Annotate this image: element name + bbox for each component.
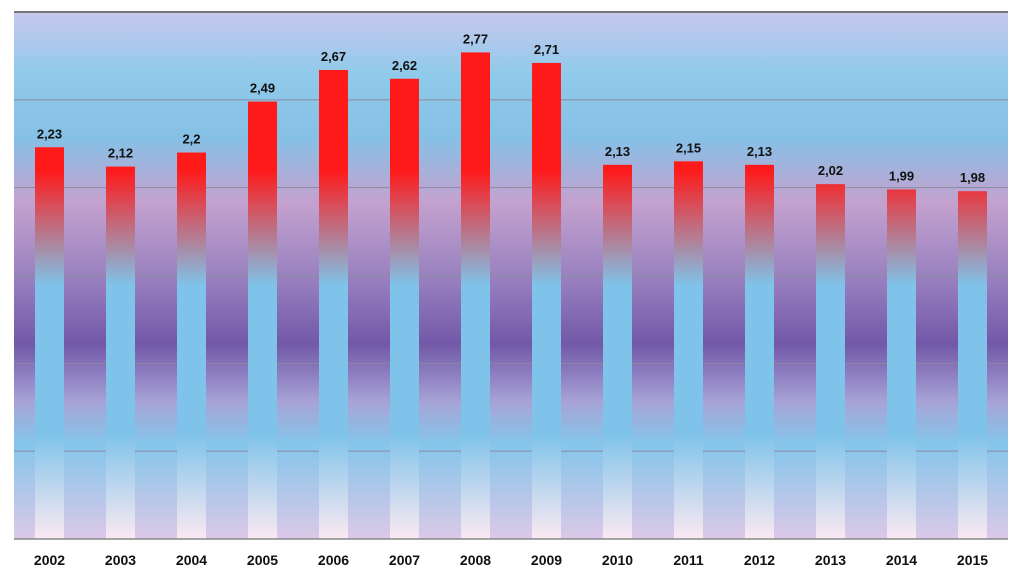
- bar-2004: [177, 152, 206, 540]
- x-tick-label-2002: 2002: [34, 552, 65, 568]
- value-label-2005: 2,49: [250, 81, 275, 96]
- x-tick-label-2014: 2014: [886, 552, 917, 568]
- x-tick-label-2008: 2008: [460, 552, 491, 568]
- value-label-2012: 2,13: [747, 144, 772, 159]
- value-label-2006: 2,67: [321, 49, 346, 64]
- x-tick-label-2005: 2005: [247, 552, 278, 568]
- value-label-2002: 2,23: [37, 126, 62, 141]
- value-label-2015: 1,98: [960, 170, 985, 185]
- value-label-2004: 2,2: [182, 132, 200, 147]
- bar-2010: [603, 164, 632, 539]
- bar-2008: [461, 52, 490, 540]
- value-label-2008: 2,77: [463, 31, 488, 46]
- bar-2011: [674, 161, 703, 540]
- x-tick-label-2012: 2012: [744, 552, 775, 568]
- x-tick-label-2013: 2013: [815, 552, 846, 568]
- value-label-2011: 2,15: [676, 140, 701, 155]
- value-label-2003: 2,12: [108, 146, 133, 161]
- x-tick-label-2009: 2009: [531, 552, 562, 568]
- value-label-2007: 2,62: [392, 58, 417, 73]
- x-tick-label-2006: 2006: [318, 552, 349, 568]
- bar-2005: [248, 101, 277, 539]
- value-label-2010: 2,13: [605, 144, 630, 159]
- bar-2006: [319, 69, 348, 539]
- value-label-2014: 1,99: [889, 168, 914, 183]
- bar-2013: [816, 184, 845, 540]
- x-tick-labels: 2002 2003 2004 2005 2006 2007 2008 2009 2010 2011…: [34, 552, 988, 568]
- bar-2002: [35, 147, 64, 539]
- value-label-2009: 2,71: [534, 42, 559, 57]
- bar-2003: [106, 166, 135, 539]
- value-label-2013: 2,02: [818, 163, 843, 178]
- bar-2007: [390, 78, 419, 540]
- x-tick-label-2003: 2003: [105, 552, 136, 568]
- bar-2012: [745, 164, 774, 539]
- bar-2014: [887, 189, 916, 539]
- x-tick-label-2007: 2007: [389, 552, 420, 568]
- x-tick-label-2010: 2010: [602, 552, 633, 568]
- x-tick-label-2011: 2011: [673, 552, 704, 568]
- x-tick-label-2015: 2015: [957, 552, 988, 568]
- bar-2009: [532, 62, 561, 540]
- value-labels: 2,23 2,12 2,2 2,49 2,67 2,62 2,77 2,71 2,13 2,15 2…: [37, 31, 985, 185]
- x-tick-label-2004: 2004: [176, 552, 207, 568]
- bars: [35, 52, 987, 540]
- bar-2015: [958, 191, 987, 539]
